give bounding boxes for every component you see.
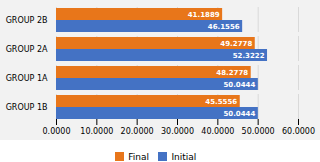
svg-text:52.3222: 52.3222 xyxy=(233,52,265,60)
svg-text:0.0000: 0.0000 xyxy=(43,127,71,136)
svg-text:10.0000: 10.0000 xyxy=(80,127,113,136)
svg-text:40.0000: 40.0000 xyxy=(201,127,234,136)
svg-text:50.0000: 50.0000 xyxy=(242,127,275,136)
html-text:Initial: Initial xyxy=(171,151,197,162)
svg-text:GROUP 2B: GROUP 2B xyxy=(6,16,48,25)
html-text:Final: Final xyxy=(128,151,149,162)
svg-text:48.2778: 48.2778 xyxy=(216,69,248,77)
svg-text:20.0000: 20.0000 xyxy=(121,127,154,136)
svg-text:49.2778: 49.2778 xyxy=(220,40,252,48)
svg-text:GROUP 1B: GROUP 1B xyxy=(6,103,48,112)
svg-text:GROUP 1A: GROUP 1A xyxy=(6,74,48,83)
svg-text:GROUP 2A: GROUP 2A xyxy=(6,45,48,54)
svg-text:30.0000: 30.0000 xyxy=(161,127,194,136)
svg-text:46.1556: 46.1556 xyxy=(208,23,240,31)
svg-text:50.0444: 50.0444 xyxy=(223,110,255,118)
svg-text:50.0444: 50.0444 xyxy=(223,81,255,89)
svg-text:60.0000: 60.0000 xyxy=(282,127,315,136)
svg-text:41.1889: 41.1889 xyxy=(188,11,220,19)
svg-text:45.5556: 45.5556 xyxy=(205,98,237,106)
